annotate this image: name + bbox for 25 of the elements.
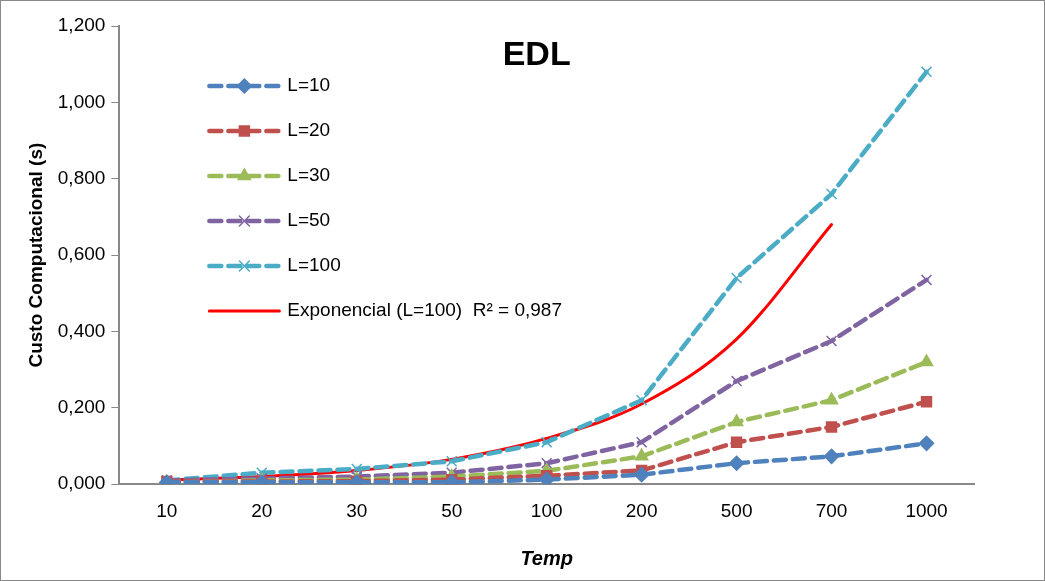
legend-label: L=10 bbox=[287, 74, 331, 96]
y-tick-label: 0,200 bbox=[57, 396, 106, 418]
x-tick-label: 30 bbox=[346, 499, 368, 521]
x-axis-title: Temp bbox=[520, 546, 573, 569]
y-axis-title: Custo Computacional (s) bbox=[24, 142, 46, 368]
y-tick-label: 0,800 bbox=[57, 166, 106, 188]
legend-label: Exponencial (L=100) R² = 0,987 bbox=[287, 299, 562, 321]
x-tick-label: 200 bbox=[625, 499, 658, 521]
y-tick-label: 0,000 bbox=[57, 472, 106, 494]
legend-label: L=50 bbox=[287, 209, 331, 231]
legend-label: L=30 bbox=[287, 164, 331, 186]
legend-label: L=100 bbox=[287, 254, 341, 276]
legend-label: L=20 bbox=[287, 119, 331, 141]
y-tick-label: 1,000 bbox=[57, 90, 106, 112]
x-tick-label: 50 bbox=[441, 499, 463, 521]
y-tick-label: 0,400 bbox=[57, 319, 106, 341]
y-tick-label: 0,600 bbox=[57, 243, 106, 265]
x-tick-label: 700 bbox=[815, 499, 848, 521]
x-tick-label: 500 bbox=[720, 499, 753, 521]
chart-title: EDL bbox=[502, 34, 571, 73]
x-tick-label: 1000 bbox=[905, 499, 948, 521]
x-tick-label: 100 bbox=[530, 499, 563, 521]
y-tick-label: 1,200 bbox=[57, 14, 106, 36]
x-tick-label: 20 bbox=[251, 499, 273, 521]
x-tick-label: 10 bbox=[156, 499, 178, 521]
